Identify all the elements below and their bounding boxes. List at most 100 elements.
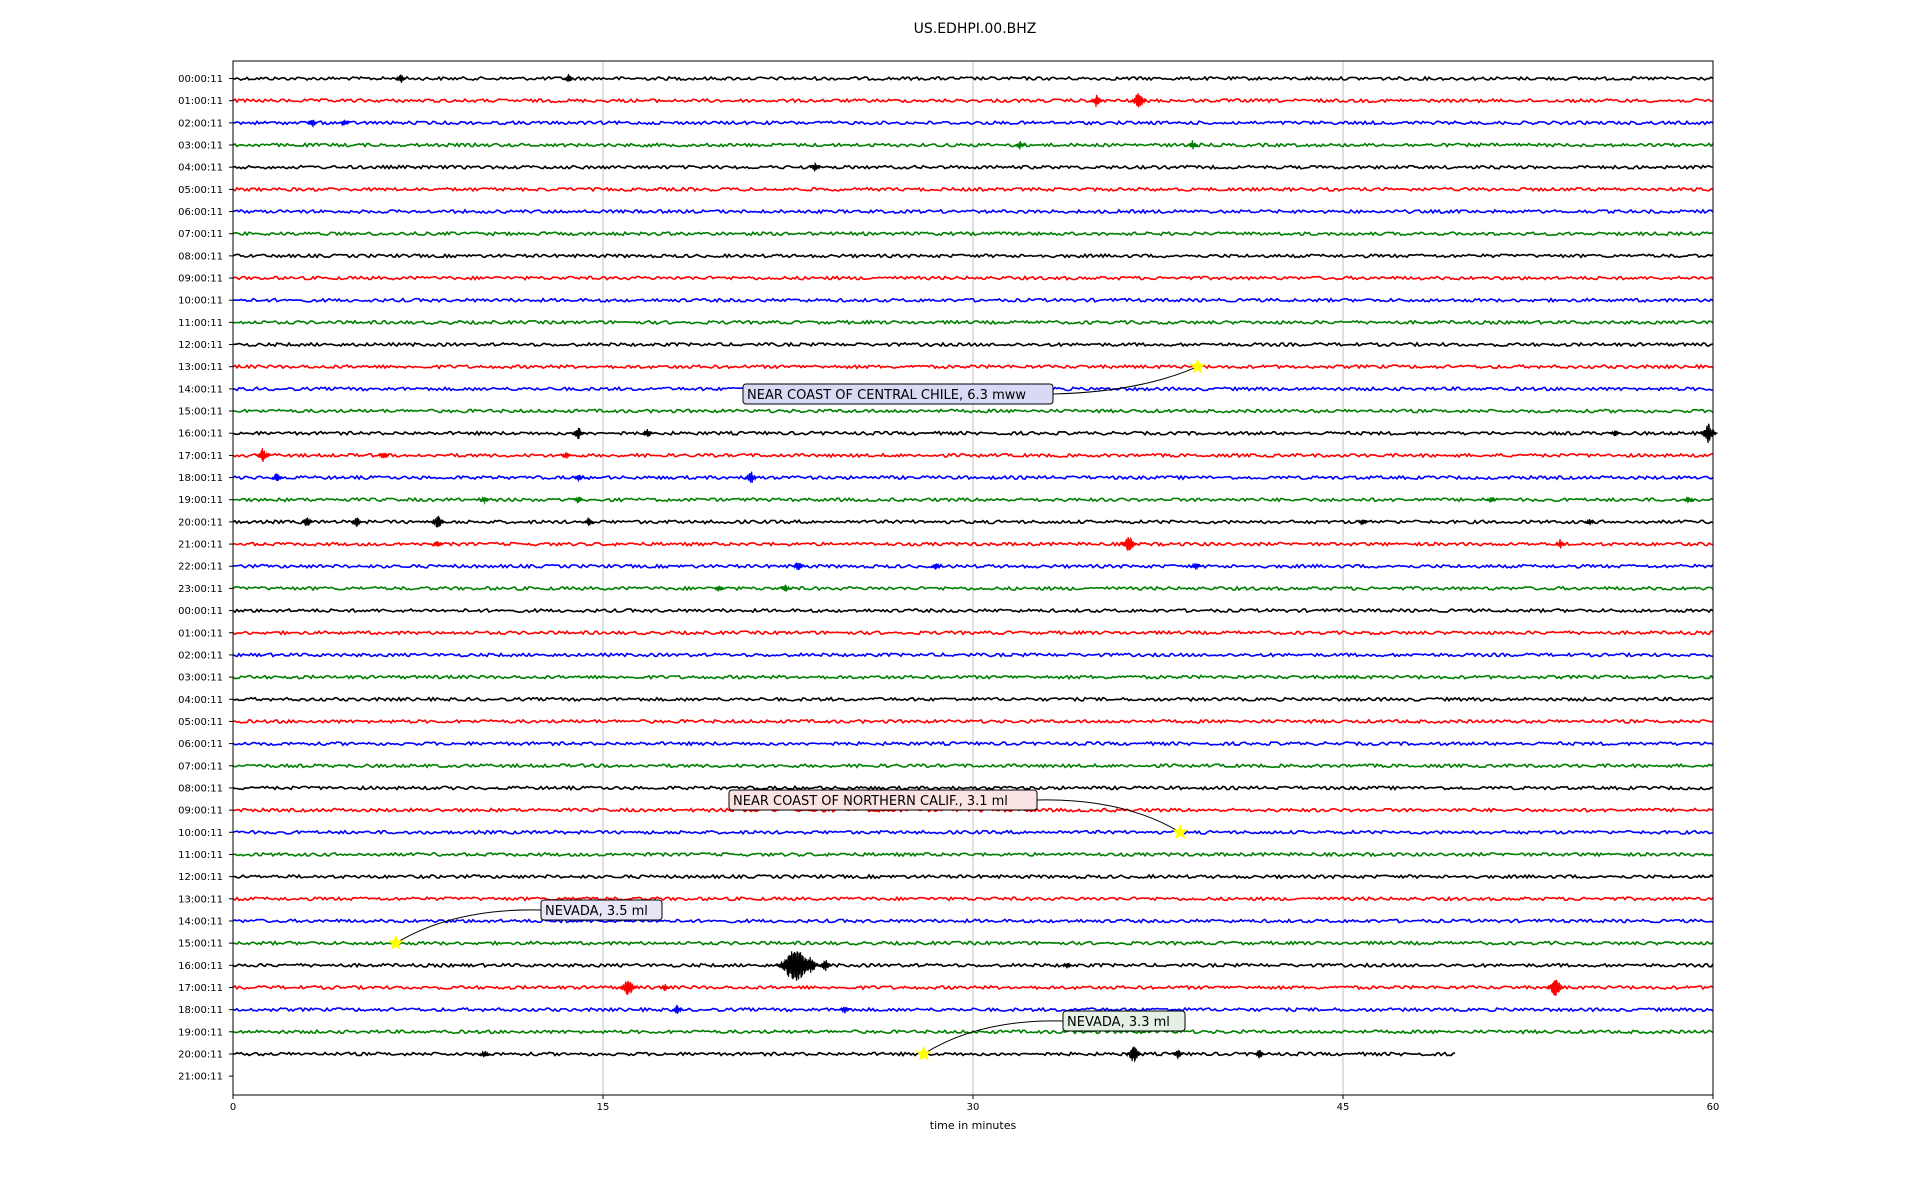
row-time-label: 11:00:11	[178, 318, 223, 329]
seismic-burst	[563, 73, 574, 82]
chart-title: US.EDHPI.00.BHZ	[913, 21, 1037, 37]
row-time-label: 10:00:11	[178, 828, 223, 839]
trace-line	[232, 142, 1714, 149]
seismic-burst	[1357, 519, 1369, 526]
trace-line	[232, 164, 1714, 171]
row-time-label: 02:00:11	[178, 650, 223, 661]
trace-line	[232, 895, 1714, 902]
trace-line	[233, 119, 1714, 126]
trace-line	[232, 718, 1714, 725]
trace-line	[232, 563, 1714, 570]
event-label-box	[540, 899, 663, 921]
seismic-burst	[1584, 518, 1596, 526]
seismic-burst	[432, 541, 444, 548]
seismic-burst	[339, 119, 350, 127]
seismic-burst	[1254, 1049, 1265, 1059]
row-time-label: 08:00:11	[178, 251, 223, 262]
trace-line	[232, 651, 1714, 658]
seismic-burst	[572, 427, 585, 440]
event-label-box	[728, 789, 1038, 811]
seismic-burst	[1014, 140, 1026, 150]
event-label: NEVADA, 3.3 ml	[1067, 1015, 1170, 1030]
x-tick-label: 30	[967, 1102, 980, 1113]
seismic-burst	[561, 451, 572, 459]
row-time-label: 17:00:11	[178, 451, 223, 462]
row-time-label: 13:00:11	[178, 894, 223, 905]
trace-line	[232, 519, 1714, 525]
event-connector	[1052, 366, 1198, 395]
trace-line	[232, 740, 1714, 747]
seismic-burst	[1125, 1046, 1142, 1063]
trace-line	[232, 585, 1714, 592]
trace-line	[232, 252, 1714, 259]
seismic-burst	[1546, 979, 1565, 996]
event-label: NEVADA, 3.5 ml	[545, 904, 648, 919]
trace-line	[232, 762, 1714, 769]
x-tick-label: 45	[1337, 1102, 1350, 1113]
event-connector	[395, 909, 542, 944]
row-time-label: 14:00:11	[178, 916, 223, 927]
row-time-label: 18:00:11	[178, 473, 223, 484]
trace-line	[232, 474, 1714, 481]
trace-line	[232, 629, 1714, 636]
row-time-label: 04:00:11	[178, 695, 223, 706]
trace-line	[232, 541, 1714, 548]
row-time-label: 15:00:11	[178, 939, 223, 950]
seismic-burst	[306, 119, 318, 128]
row-time-label: 12:00:11	[178, 340, 223, 351]
seismic-burst	[839, 1006, 851, 1015]
seismic-burst	[1486, 496, 1497, 503]
seismic-burst	[642, 428, 653, 438]
event-label-box	[742, 383, 1054, 405]
trace-line	[232, 851, 1714, 858]
trace-line	[232, 230, 1714, 237]
seismic-burst	[1699, 423, 1718, 444]
trace-line	[232, 208, 1714, 215]
row-time-label: 07:00:11	[178, 229, 223, 240]
seismic-burst	[378, 452, 389, 459]
seismic-burst	[713, 585, 725, 593]
row-time-label: 22:00:11	[178, 562, 223, 573]
grid-lines	[602, 61, 1344, 1095]
event-star-marker	[1172, 823, 1189, 839]
trace-line	[232, 408, 1714, 414]
trace-line	[232, 784, 1714, 791]
event-annotations: NEAR COAST OF CENTRAL CHILE, 6.3 mww NEAR…	[387, 358, 1206, 1061]
trace-line	[232, 940, 1714, 947]
row-time-label: 14:00:11	[178, 384, 223, 395]
event-label-box	[1062, 1010, 1186, 1032]
row-time-label: 21:00:11	[178, 540, 223, 551]
row-time-label: 19:00:11	[178, 495, 223, 506]
row-time-label: 20:00:11	[178, 1049, 223, 1060]
row-time-label: 09:00:11	[178, 806, 223, 817]
seismic-burst	[395, 74, 407, 83]
row-time-label: 09:00:11	[178, 274, 223, 285]
trace-line	[232, 186, 1714, 193]
x-tick-label: 0	[230, 1102, 236, 1113]
row-time-labels: 00:00:11 01:00:11 02:00:11 03:00:11 04:00:11…	[178, 74, 233, 1083]
trace-line	[232, 363, 1714, 370]
trace-line	[232, 829, 1713, 836]
seismic-burst	[1061, 962, 1073, 970]
seismic-burst	[792, 562, 804, 571]
seismic-burst	[573, 496, 584, 505]
seismic-burst	[1130, 93, 1147, 108]
event-connector	[1036, 799, 1181, 833]
seismic-bursts	[255, 73, 1718, 1063]
trace-line	[232, 674, 1714, 681]
event-label: NEAR COAST OF CENTRAL CHILE, 6.3 mww	[747, 388, 1026, 403]
row-time-label: 06:00:11	[178, 207, 223, 218]
seismic-burst	[583, 517, 594, 526]
seismic-burst	[672, 1004, 683, 1014]
trace-line	[232, 873, 1714, 880]
row-time-label: 16:00:11	[178, 429, 223, 440]
trace-line	[232, 341, 1714, 348]
seismic-burst	[1090, 94, 1103, 108]
event-star-marker	[1189, 358, 1206, 374]
row-time-label: 00:00:11	[178, 606, 223, 617]
row-time-label: 01:00:11	[178, 96, 223, 107]
seismic-burst	[659, 983, 671, 992]
row-time-label: 06:00:11	[178, 739, 223, 750]
seismic-burst	[618, 980, 638, 996]
seismic-burst	[1187, 140, 1198, 150]
